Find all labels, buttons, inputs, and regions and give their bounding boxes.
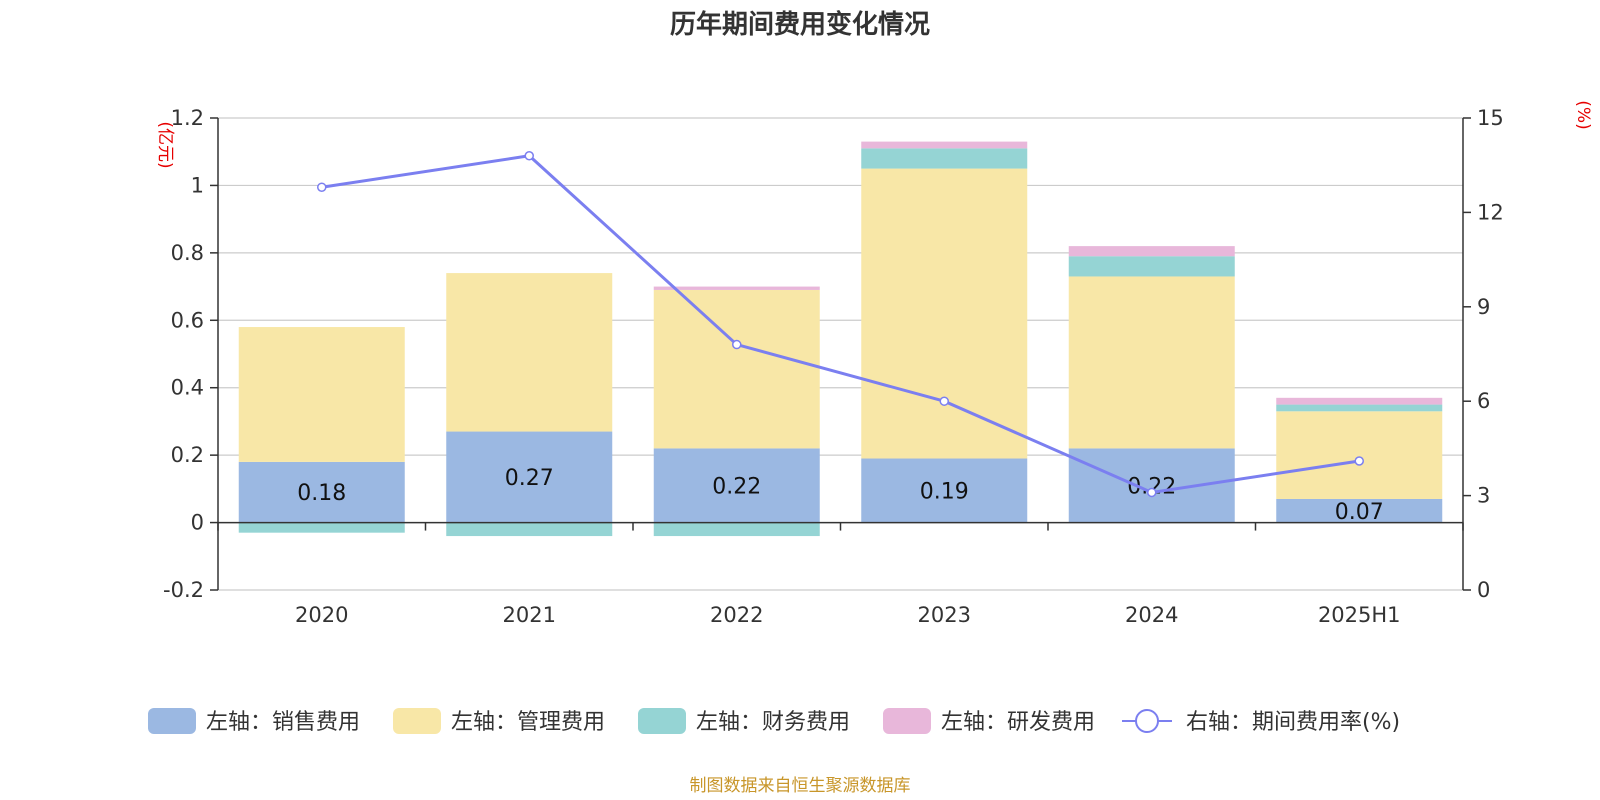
- bar-labels: 0.180.27 0.22 0.19 0.220.07: [297, 466, 1383, 525]
- legend-label: 左轴：研发费用: [941, 710, 1095, 735]
- bar-segment: [1276, 498, 1443, 523]
- bar-segment: [653, 522, 820, 537]
- bar-segment: [861, 141, 1028, 149]
- left-axis-tick-label: 0.4: [171, 376, 204, 400]
- bar-segment: [653, 289, 820, 449]
- legend-swatch: [883, 708, 931, 734]
- left-axis-unit: (亿元): [155, 121, 175, 168]
- axes: 1.2 1 0.8 0.6 0.4 0.2 0 -0.2 15 12 9 6 3 0 2020 2021 202…: [163, 106, 1504, 627]
- left-axis-tick-label: 0.8: [171, 241, 204, 265]
- x-axis-tick-label: 2021: [503, 603, 556, 627]
- legend: 左轴：销售费用 左轴：管理费用 左轴：财务费用 左轴：研发费用 右轴：期间费用率(%): [148, 708, 1400, 735]
- x-axis-tick-label: 2022: [710, 603, 763, 627]
- bar-value-label: 0.22: [712, 474, 761, 499]
- bar-segment: [446, 431, 613, 523]
- left-axis-tick-label: 0.6: [171, 308, 204, 332]
- bar-segment: [1068, 246, 1235, 257]
- bar-segment: [1068, 276, 1235, 449]
- bar-segment: [1068, 256, 1235, 277]
- right-axis-tick-label: 3: [1477, 484, 1490, 508]
- rate-line: [321, 154, 1360, 495]
- source-note: 制图数据来自恒生聚源数据库: [690, 776, 911, 796]
- bar-segment: [653, 448, 820, 523]
- line-series: [317, 151, 1364, 498]
- left-axis-tick-label: 0: [191, 511, 204, 535]
- x-axis-tick-label: 2020: [295, 603, 348, 627]
- left-axis-tick-label: -0.2: [163, 578, 204, 602]
- rate-point: [524, 151, 534, 161]
- legend-swatch-marker: [1135, 709, 1159, 733]
- rate-point: [317, 182, 327, 192]
- bar-value-label: 0.19: [920, 480, 969, 505]
- bar-segment: [861, 148, 1028, 169]
- legend-label: 左轴：财务费用: [696, 710, 850, 735]
- x-axis-tick-label: 2024: [1125, 603, 1178, 627]
- bars: [238, 141, 1443, 537]
- bar-segment: [1276, 397, 1443, 405]
- legend-label: 左轴：管理费用: [451, 710, 605, 735]
- right-axis-tick-label: 6: [1477, 389, 1490, 413]
- bar-segment: [861, 458, 1028, 523]
- left-axis-tick-label: 1.2: [171, 106, 204, 130]
- bar-value-label: 0.27: [505, 466, 554, 491]
- bar-segment: [446, 522, 613, 537]
- rate-point: [1354, 456, 1364, 466]
- bar-segment: [238, 522, 405, 533]
- bar-segment: [653, 286, 820, 290]
- legend-swatch: [638, 708, 686, 734]
- right-axis-tick-label: 12: [1477, 200, 1504, 224]
- legend-swatch: [393, 708, 441, 734]
- right-axis-unit: (%): [1573, 100, 1593, 129]
- legend-label: 右轴：期间费用率(%): [1186, 710, 1400, 735]
- right-axis-tick-label: 15: [1477, 106, 1504, 130]
- x-axis-tick-label: 2023: [918, 603, 971, 627]
- left-axis-tick-label: 1: [191, 173, 204, 197]
- bar-segment: [1276, 411, 1443, 499]
- bar-segment: [1276, 404, 1443, 412]
- bar-segment: [446, 273, 613, 432]
- rate-point: [1147, 487, 1157, 498]
- right-axis-tick-label: 9: [1477, 295, 1490, 319]
- rate-point: [939, 396, 949, 406]
- x-axis-tick-label: 2025H1: [1318, 603, 1401, 627]
- bar-segment: [238, 327, 405, 462]
- bar-value-label: 0.07: [1335, 500, 1384, 525]
- right-axis-tick-label: 0: [1477, 578, 1490, 602]
- bar-segment: [861, 168, 1028, 459]
- bar-value-label: 0.18: [297, 481, 346, 506]
- chart-title: 历年期间费用变化情况: [670, 9, 930, 40]
- legend-swatch: [148, 708, 196, 734]
- left-axis-tick-label: 0.2: [171, 443, 204, 467]
- bar-segment: [238, 461, 405, 523]
- legend-label: 左轴：销售费用: [206, 710, 360, 735]
- rate-point: [732, 339, 742, 350]
